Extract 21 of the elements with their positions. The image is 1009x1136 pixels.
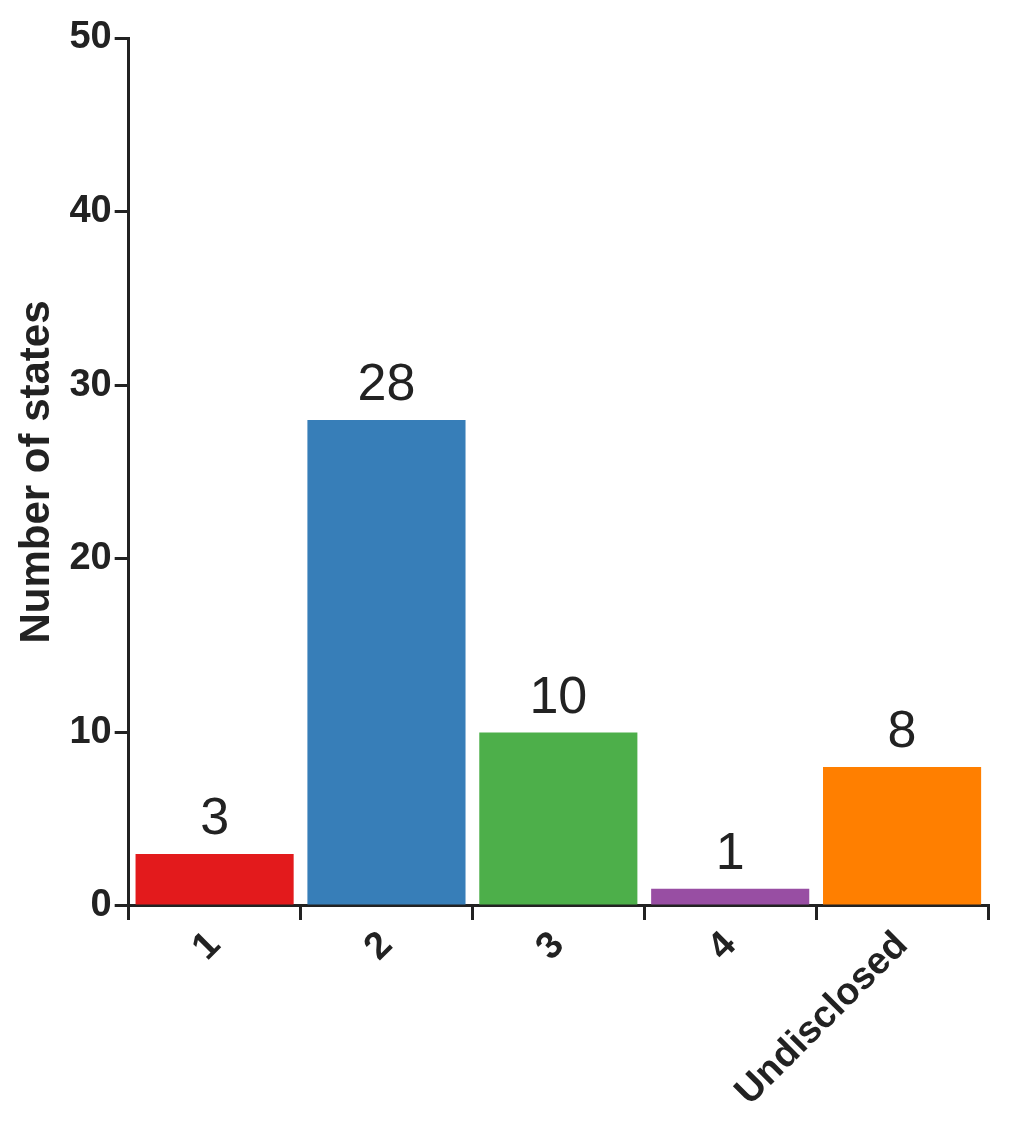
y-tick-label: 30 <box>69 361 112 404</box>
data-label: 10 <box>529 665 588 724</box>
data-label: 8 <box>887 700 917 759</box>
y-tick-label: 40 <box>69 188 112 231</box>
y-tick-label: 20 <box>69 535 112 578</box>
data-label: 1 <box>715 821 745 880</box>
bar <box>307 419 466 905</box>
data-label: 28 <box>357 353 416 412</box>
y-tick-label: 0 <box>90 882 112 925</box>
x-tick-label: 4 <box>698 922 744 968</box>
y-tick-label: 10 <box>69 708 112 751</box>
bar <box>135 853 294 905</box>
y-axis-title: Number of states <box>10 300 58 644</box>
y-tick-label: 50 <box>69 14 112 57</box>
x-tick-label: 1 <box>183 922 228 968</box>
x-tick-label: 2 <box>354 922 400 968</box>
bar <box>479 732 638 905</box>
x-tick-label: 3 <box>526 922 572 968</box>
data-label: 3 <box>200 787 230 846</box>
bar <box>651 888 810 905</box>
bar <box>823 767 982 905</box>
